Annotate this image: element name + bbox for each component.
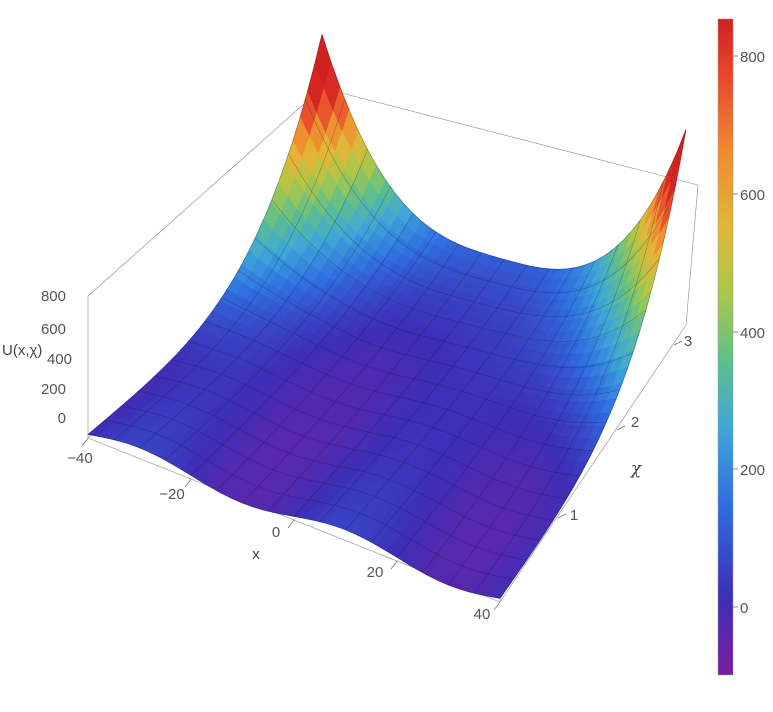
- mesh-line: [288, 153, 660, 317]
- chi-tick-label: 1: [570, 507, 578, 524]
- mesh-line: [139, 149, 368, 449]
- colorbar-tick-label: 800: [740, 49, 765, 66]
- z-axis: 800 600 400 200 0 U(x,χ): [2, 288, 72, 427]
- surface: [87, 33, 687, 599]
- mesh-line: [305, 99, 673, 294]
- x-tick-label: 20: [367, 564, 384, 581]
- mesh-line: [216, 231, 437, 491]
- mesh-line: [221, 297, 607, 424]
- x-tick-label: 40: [474, 606, 491, 623]
- mesh-line: [87, 34, 323, 435]
- mesh-line: [165, 186, 391, 461]
- z-tick-label: 0: [58, 410, 66, 427]
- mesh-line: [87, 434, 501, 599]
- mesh-line: [371, 267, 573, 543]
- mesh-line: [113, 99, 346, 440]
- mesh-line: [345, 268, 550, 530]
- x-tick-label: −20: [159, 486, 184, 503]
- mesh-line: [448, 219, 641, 586]
- colorbar-tick-label: 400: [740, 325, 765, 342]
- mesh-line: [319, 265, 528, 522]
- mesh-line: [190, 213, 414, 476]
- z-tick-label: 600: [41, 321, 66, 338]
- z-tick-label: 800: [41, 288, 66, 305]
- mesh-line: [171, 359, 567, 500]
- mesh-line: [238, 270, 620, 396]
- z-tick-label: 400: [47, 351, 72, 368]
- colorbar-tick-label: 200: [740, 462, 765, 479]
- x-axis: −40 −20 0 20 40 x: [67, 437, 501, 623]
- z-tick-label: 200: [41, 381, 66, 398]
- mesh-line: [254, 237, 634, 368]
- z-axis-label: U(x,χ): [2, 342, 42, 359]
- surface-patch: [489, 587, 507, 599]
- chi-axis-label: χ: [630, 459, 643, 479]
- mesh-line: [321, 34, 687, 270]
- colorbar-tick-label: 600: [740, 187, 765, 204]
- mesh-line: [188, 341, 580, 477]
- mesh-line: [396, 260, 596, 558]
- mesh-line: [499, 129, 687, 599]
- chi-tick-label: 3: [684, 333, 692, 350]
- colorbar: 800 600 400 200 0: [717, 18, 765, 676]
- surface-patch: [670, 129, 687, 182]
- mesh-line: [271, 199, 647, 342]
- mesh-line: [422, 245, 619, 573]
- colorbar-gradient: [717, 18, 734, 676]
- mesh-line: [121, 405, 527, 561]
- x-axis-label: x: [252, 546, 260, 563]
- mesh-line: [138, 391, 540, 541]
- colorbar-tick-label: 0: [740, 600, 748, 617]
- mesh-line: [474, 181, 664, 594]
- mesh-line: [293, 259, 505, 517]
- mesh-line: [154, 375, 554, 521]
- x-tick-label: −40: [67, 450, 92, 467]
- mesh-line: [104, 420, 514, 580]
- x-tick-label: 0: [272, 524, 280, 541]
- mesh-line: [204, 320, 594, 451]
- mesh-line: [242, 244, 459, 504]
- mesh-line: [268, 252, 482, 512]
- chi-axis: 1 2 3 χ: [557, 333, 692, 524]
- chi-tick-label: 2: [631, 414, 639, 431]
